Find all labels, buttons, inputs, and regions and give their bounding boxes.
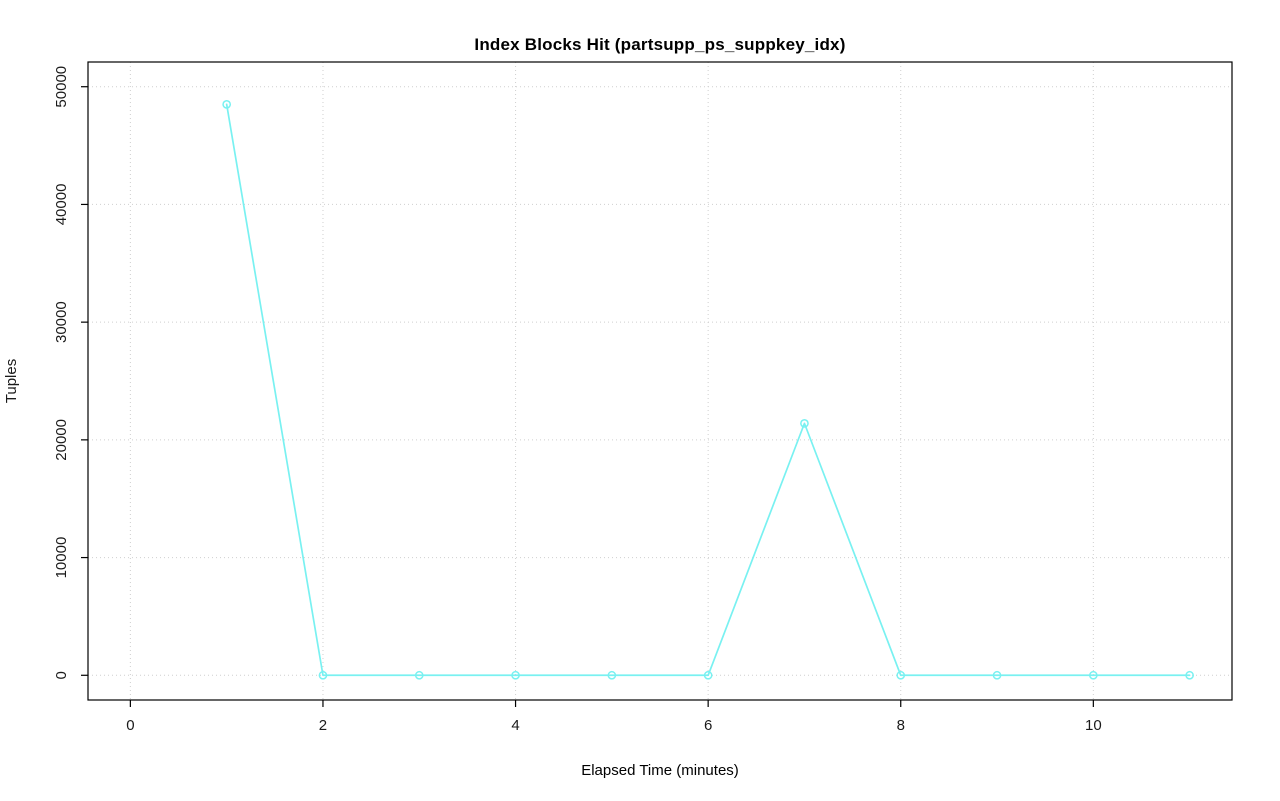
data-line [225, 103, 1191, 677]
data-point [414, 670, 424, 680]
data-point [896, 670, 906, 680]
data-point [703, 670, 713, 680]
data-point [1088, 670, 1098, 680]
x-tick-label: 10 [1085, 717, 1102, 734]
y-tick-label: 0 [53, 671, 70, 679]
x-tick-label: 6 [704, 717, 712, 734]
x-tick-label: 8 [897, 717, 905, 734]
y-tick-label: 30000 [53, 301, 70, 343]
data-point [1185, 670, 1194, 680]
data-point [800, 419, 809, 428]
y-tick-label: 40000 [53, 184, 70, 226]
x-tick-label: 0 [126, 717, 134, 734]
y-tick-label: 10000 [53, 537, 70, 579]
plot-box [87, 61, 1233, 701]
data-point [318, 670, 328, 680]
x-tick-label: 2 [319, 717, 327, 734]
y-tick-label: 50000 [53, 66, 70, 108]
x-tick-label: 4 [511, 717, 519, 734]
chart-title: Index Blocks Hit (partsupp_ps_suppkey_id… [474, 35, 846, 54]
y-tick-label: 20000 [53, 419, 70, 461]
data-point [222, 100, 232, 109]
y-axis-label: Tuples [3, 359, 20, 403]
x-axis-label: Elapsed Time (minutes) [581, 762, 739, 779]
data-point [992, 670, 1002, 680]
data-point [511, 670, 520, 680]
data-point [607, 670, 617, 680]
